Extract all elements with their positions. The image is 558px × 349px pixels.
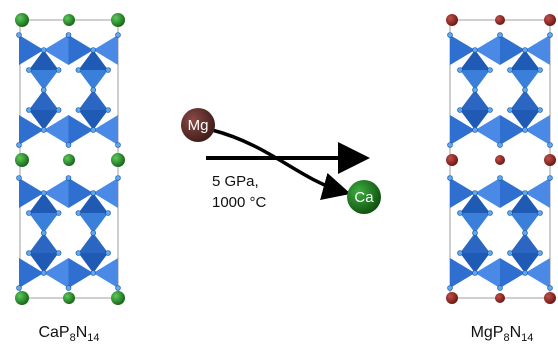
formula-text: N [76, 324, 88, 341]
formula-subscript: 14 [521, 332, 533, 344]
diagram: Mg Ca 5 GPa, 1000 °C CaP8N14 MgP8N14 [0, 0, 558, 349]
mg-label: Mg [188, 117, 209, 134]
pressure: 5 GPa, [212, 173, 259, 190]
product-formula: MgP8N14 [471, 324, 534, 344]
formula-text: N [510, 324, 522, 341]
mg-structure [446, 14, 556, 304]
reactant-formula: CaP8N14 [38, 324, 99, 344]
ca-structure [15, 13, 125, 305]
temperature: 1000 °C [212, 194, 267, 211]
formula-text: MgP [471, 324, 504, 341]
ca-label: Ca [354, 189, 374, 206]
formula-subscript: 14 [87, 332, 99, 344]
formula-text: CaP [38, 324, 69, 341]
